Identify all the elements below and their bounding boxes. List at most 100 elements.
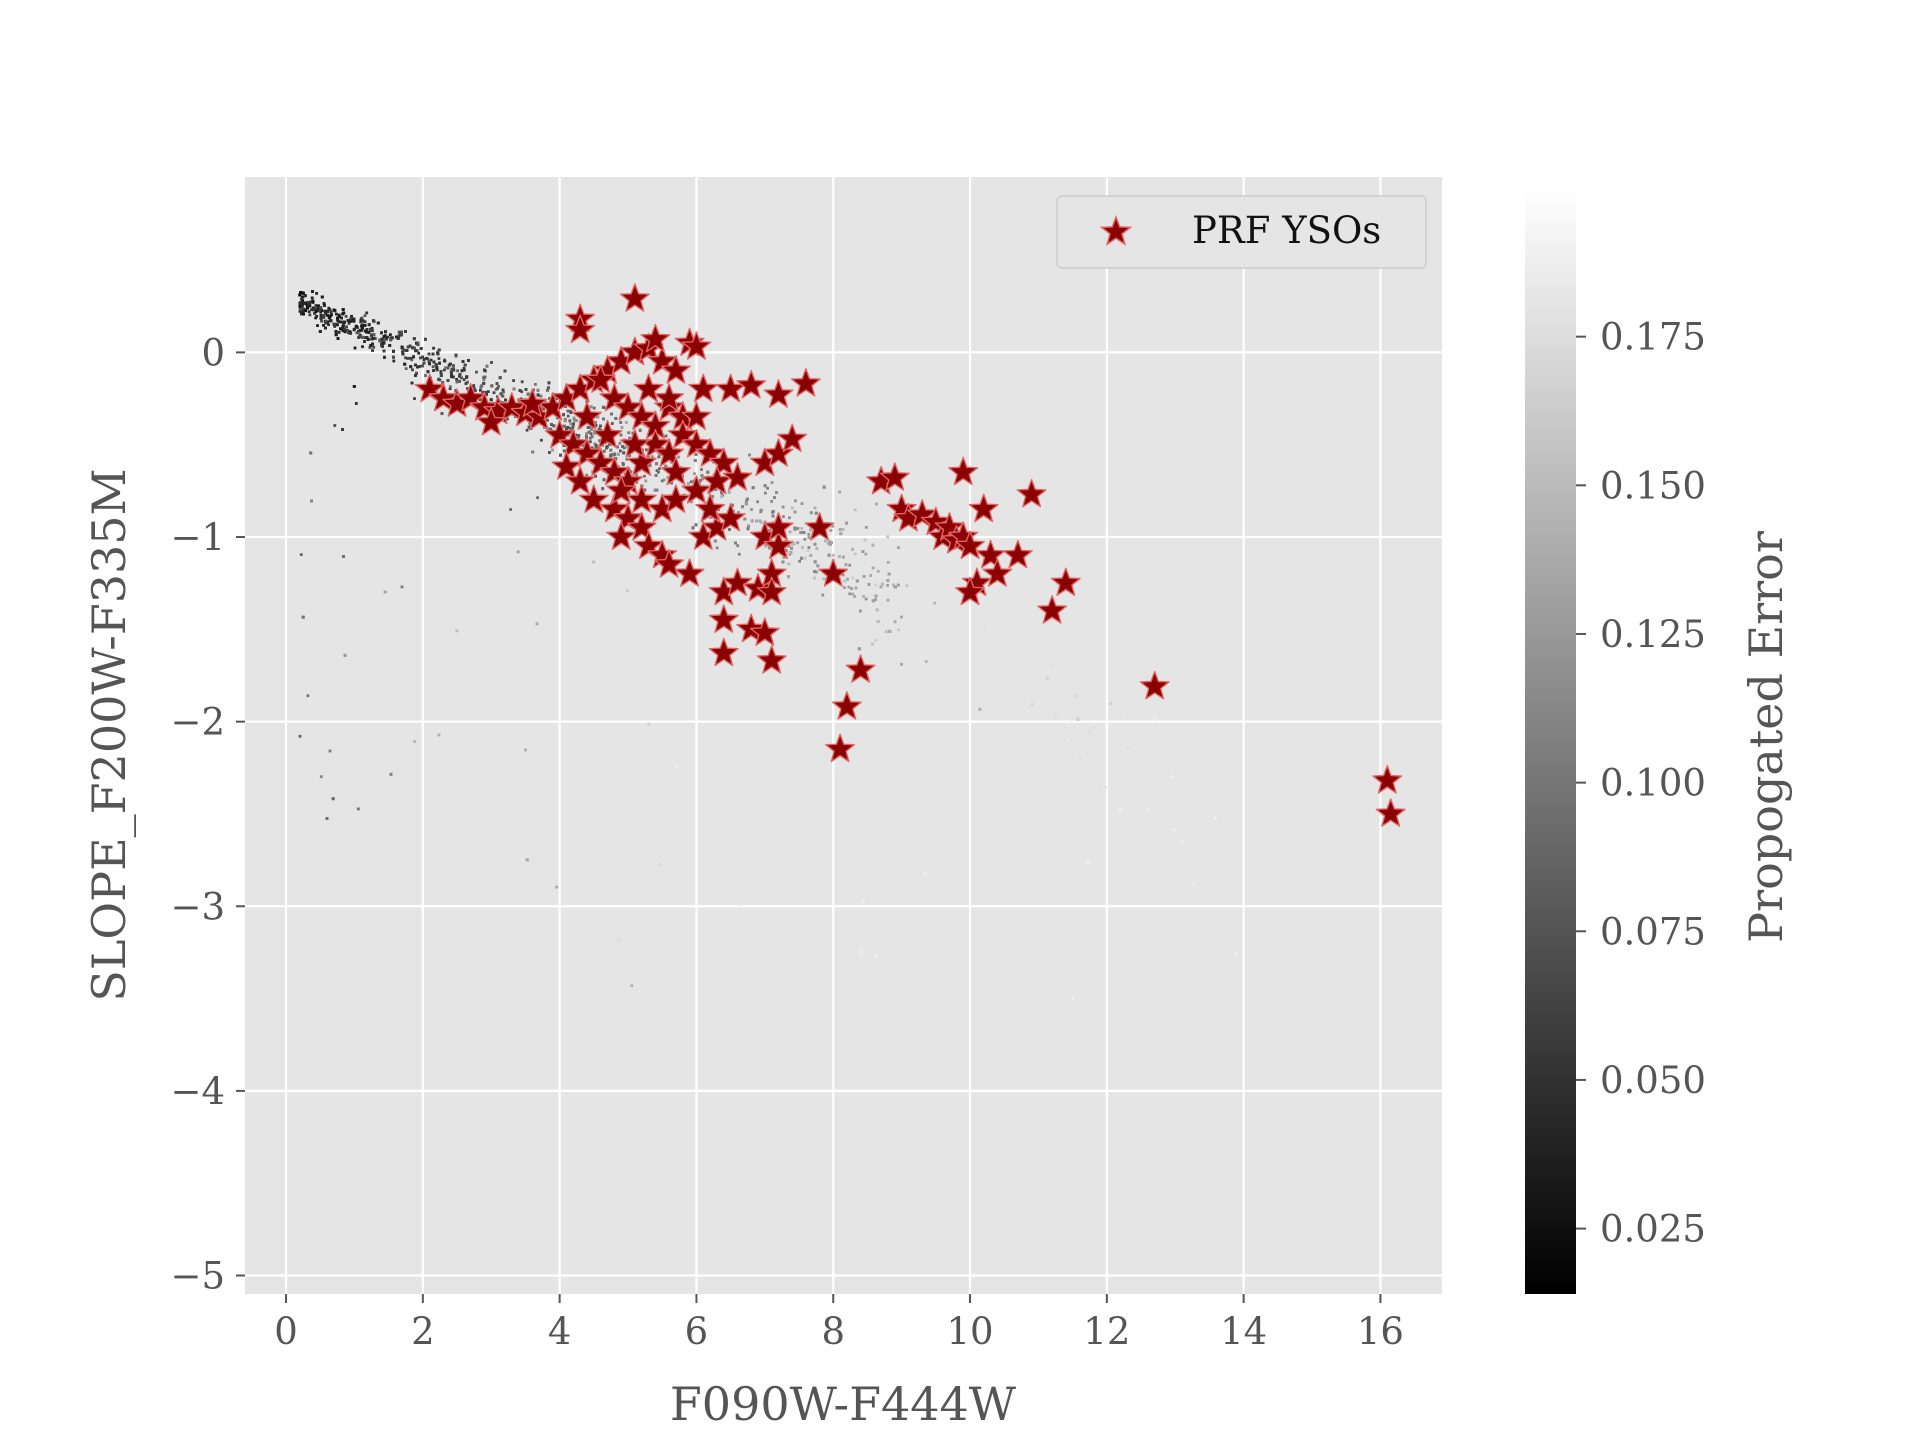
yso-star-point	[688, 373, 719, 403]
background-point	[382, 338, 386, 342]
background-point	[751, 486, 755, 490]
background-point	[369, 328, 372, 331]
background-point	[482, 378, 486, 382]
background-point	[361, 319, 365, 323]
background-point	[316, 324, 319, 327]
background-point	[826, 542, 830, 545]
background-point	[301, 291, 305, 295]
background-point	[306, 306, 309, 310]
background-point	[512, 387, 516, 391]
background-point	[677, 455, 680, 459]
yso-star-point	[955, 530, 985, 560]
background-point	[790, 546, 793, 550]
background-point	[380, 337, 384, 341]
background-point	[736, 544, 740, 548]
background-point	[497, 385, 500, 388]
background-point	[358, 335, 362, 339]
background-point	[574, 419, 578, 422]
x-tick-label: 10	[946, 1310, 993, 1353]
background-point	[619, 433, 623, 437]
background-point	[845, 521, 848, 525]
background-point	[1190, 793, 1194, 797]
background-point	[437, 733, 441, 737]
background-point	[392, 359, 396, 363]
background-point	[492, 391, 496, 395]
background-point	[539, 394, 543, 398]
background-point	[827, 553, 831, 557]
background-point	[382, 335, 386, 338]
background-point	[687, 482, 690, 485]
yso-star-point	[695, 438, 726, 467]
background-point	[345, 325, 348, 329]
background-point	[562, 413, 565, 417]
background-point	[871, 642, 874, 646]
background-point	[874, 638, 878, 642]
background-point	[614, 417, 618, 420]
background-point	[843, 586, 846, 589]
yso-star-point	[633, 373, 664, 403]
background-point	[867, 583, 871, 586]
background-point	[1125, 716, 1129, 719]
background-point	[354, 402, 358, 405]
background-point	[592, 406, 596, 410]
background-point	[404, 330, 407, 333]
background-point	[333, 424, 337, 427]
yso-star-point	[578, 484, 609, 513]
background-point	[310, 308, 313, 312]
background-point	[617, 452, 620, 456]
background-point	[750, 519, 754, 523]
background-point	[745, 499, 748, 503]
background-point	[528, 423, 532, 427]
background-point	[1049, 663, 1053, 667]
background-point	[405, 349, 409, 352]
background-point	[367, 331, 371, 334]
background-point	[864, 552, 868, 556]
background-point	[486, 390, 490, 393]
background-point	[800, 556, 803, 560]
background-point	[443, 359, 447, 363]
background-point	[585, 434, 588, 438]
background-point	[572, 416, 576, 420]
background-point	[303, 294, 307, 298]
background-point	[609, 453, 613, 457]
yso-star-point	[517, 388, 548, 417]
x-tick-label: 4	[548, 1310, 572, 1353]
background-point	[627, 431, 631, 435]
background-point	[864, 526, 868, 529]
background-point	[369, 344, 373, 347]
background-point	[449, 370, 453, 374]
background-point	[800, 502, 804, 505]
background-point	[572, 422, 575, 425]
background-point	[427, 360, 431, 363]
yso-star-point	[763, 530, 794, 560]
background-point	[336, 316, 340, 320]
yso-star-point	[1003, 539, 1033, 569]
background-point	[1191, 882, 1195, 886]
background-point	[456, 369, 459, 373]
background-point	[540, 438, 543, 442]
background-point	[455, 380, 459, 384]
yso-star-point	[832, 691, 862, 720]
background-point	[358, 333, 362, 337]
yso-star-point	[1016, 478, 1047, 508]
background-point	[770, 481, 774, 484]
background-point	[552, 424, 556, 428]
background-point	[880, 603, 884, 607]
background-point	[462, 368, 466, 372]
background-point	[417, 351, 421, 355]
yso-star-point	[790, 368, 821, 397]
background-point	[386, 335, 389, 339]
background-point	[299, 553, 303, 556]
background-point	[614, 457, 618, 461]
background-point	[566, 409, 570, 413]
yso-star-point	[619, 283, 650, 312]
background-point	[1066, 739, 1070, 742]
background-point	[337, 331, 341, 334]
background-point	[813, 576, 816, 580]
yso-star-point	[613, 392, 643, 421]
background-point	[326, 309, 329, 313]
background-point	[318, 308, 322, 311]
background-point	[370, 327, 374, 330]
background-point	[336, 318, 339, 322]
background-point	[590, 428, 594, 431]
